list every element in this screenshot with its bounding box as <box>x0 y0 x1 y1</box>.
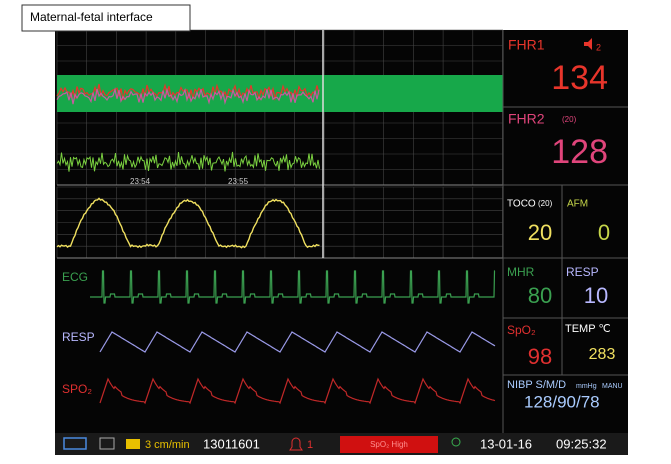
battery-icon <box>63 437 87 450</box>
resp-label: RESP <box>62 330 95 344</box>
panel-dividers <box>502 30 628 433</box>
fhr1-value: 134 <box>551 59 608 97</box>
temp-label: TEMP ℃ <box>565 323 611 335</box>
temp-value: 283 <box>589 346 616 363</box>
print-speed: 3 cm/min <box>145 439 190 451</box>
mhr-value: 80 <box>528 283 552 308</box>
waveform <box>90 270 496 304</box>
fhr2-label: FHR2 <box>508 111 545 127</box>
fhr2-value: 128 <box>551 133 608 171</box>
time-label: 23:55 <box>228 177 249 186</box>
waveform <box>56 151 320 172</box>
toco-value: 20 <box>528 220 552 245</box>
user-icon <box>451 437 461 447</box>
nibp-mode: MANU <box>602 383 623 390</box>
alarm-box <box>340 436 438 453</box>
nibp-unit: mmHg <box>576 383 597 390</box>
spo2-param-label: SpO₂ <box>507 323 536 337</box>
speaker-icon <box>584 38 592 50</box>
waveform <box>56 87 320 105</box>
date: 13-01-16 <box>480 436 532 451</box>
resp-value: 10 <box>584 283 608 308</box>
time: 09:25:32 <box>556 436 607 451</box>
mhr-label: MHR <box>507 265 535 279</box>
spo2-label: SPO₂ <box>62 382 92 396</box>
waveforms <box>56 83 496 405</box>
spo2-value: 98 <box>528 344 552 369</box>
waveform <box>99 377 496 405</box>
fhr2-channel: (20) <box>562 115 577 124</box>
fhr1-channel: 2 <box>596 42 601 52</box>
alarm-message: SpO₂ High <box>370 440 408 449</box>
title: Maternal-fetal interface <box>30 10 153 24</box>
waveform <box>56 197 320 249</box>
toco-label: TOCO <box>507 199 536 210</box>
fhr1-label: FHR1 <box>508 37 545 53</box>
patient-id: 13011601 <box>203 436 260 451</box>
title-box <box>21 4 191 32</box>
toco-scale: (20) <box>538 199 553 208</box>
alarm-count: 1 <box>307 439 313 451</box>
afm-label: AFM <box>567 199 588 210</box>
resp-param-label: RESP <box>566 265 599 279</box>
waveform <box>99 331 496 353</box>
nibp-value: 128/90/78 <box>524 392 600 411</box>
alarm-icon <box>289 437 303 451</box>
ecg-label: ECG <box>62 270 88 284</box>
network-icon <box>99 437 115 450</box>
afm-value: 0 <box>598 220 610 245</box>
printer-icon <box>126 439 140 449</box>
nibp-label: NIBP S/M/D <box>507 379 566 391</box>
time-label: 23:54 <box>130 177 151 186</box>
